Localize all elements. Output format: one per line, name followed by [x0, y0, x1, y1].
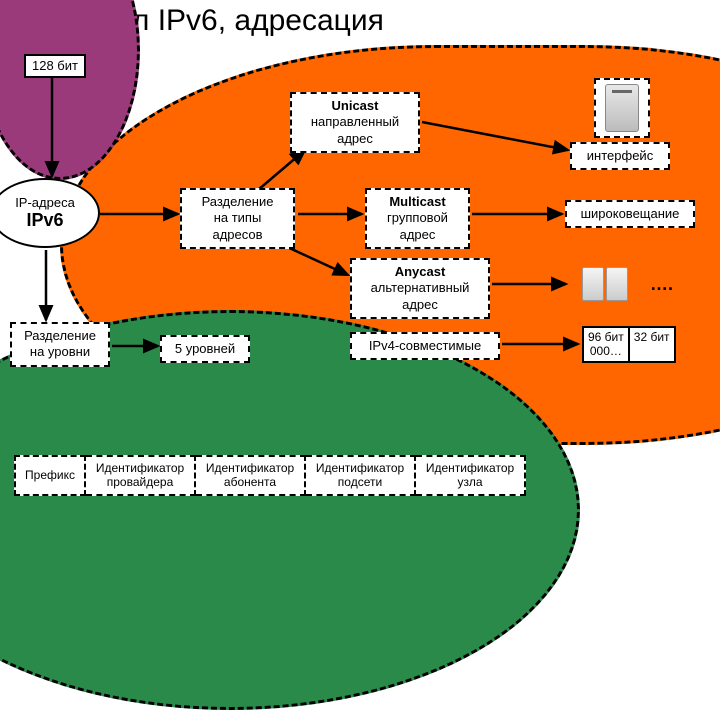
panel-icon — [582, 267, 604, 301]
cell-subnet: Идентификатор подсети — [306, 455, 416, 496]
cell-node: Идентификатор узла — [416, 455, 526, 496]
cell-subscriber: Идентификатор абонента — [196, 455, 306, 496]
cell-provider-b: провайдера — [107, 475, 174, 489]
level-split-box: Разделение на уровни — [10, 322, 110, 367]
bits-96-label: 96 бит — [588, 330, 624, 344]
cell-node-b: узла — [457, 475, 482, 489]
ip-ellipse-big: IPv6 — [0, 210, 98, 231]
bits-96: 96 бит 000… — [582, 326, 630, 363]
anycast-bold: Anycast — [395, 264, 446, 279]
ellipsis-dots: …. — [650, 274, 673, 295]
cell-subscriber-b: абонента — [224, 475, 276, 489]
cell-subnet-a: Идентификатор — [316, 461, 404, 475]
device-panels-img — [570, 258, 640, 310]
cell-provider-a: Идентификатор — [96, 461, 184, 475]
anycast-l1: альтернативный — [371, 280, 470, 295]
bits-32: 32 бит — [630, 326, 676, 363]
multicast-l2: адрес — [400, 227, 436, 242]
ip-ellipse-top: IP-адреса — [0, 195, 98, 210]
multicast-bold: Multicast — [389, 194, 445, 209]
bits-128-box: 128 бит — [24, 54, 86, 78]
cell-node-a: Идентификатор — [426, 461, 514, 475]
cell-prefix: Префикс — [14, 455, 86, 496]
ipv4compat-box: IPv4-совместимые — [350, 332, 500, 360]
cell-subnet-b: подсети — [338, 475, 382, 489]
bits-000-label: 000… — [590, 344, 622, 358]
anycast-box: Anycast альтернативный адрес — [350, 258, 490, 319]
multicast-box: Multicast групповой адрес — [365, 188, 470, 249]
unicast-bold: Unicast — [332, 98, 379, 113]
cell-subscriber-a: Идентификатор — [206, 461, 294, 475]
panel-icon — [606, 267, 628, 301]
device-tower-img — [594, 78, 650, 138]
levels5-box: 5 уровней — [160, 335, 250, 363]
bits-row: 96 бит 000… 32 бит — [582, 326, 676, 363]
cell-provider: Идентификатор провайдера — [86, 455, 196, 496]
types-split-box: Разделение на типы адресов — [180, 188, 295, 249]
anycast-l2: адрес — [402, 297, 438, 312]
unicast-l2: адрес — [337, 131, 373, 146]
unicast-l1: направленный — [311, 114, 399, 129]
multicast-l1: групповой — [387, 210, 448, 225]
broadcast-box: широковещание — [565, 200, 695, 228]
identifier-row: Префикс Идентификатор провайдера Идентиф… — [14, 455, 526, 496]
tower-icon — [605, 84, 639, 132]
unicast-box: Unicast направленный адрес — [290, 92, 420, 153]
interface-box: интерфейс — [570, 142, 670, 170]
